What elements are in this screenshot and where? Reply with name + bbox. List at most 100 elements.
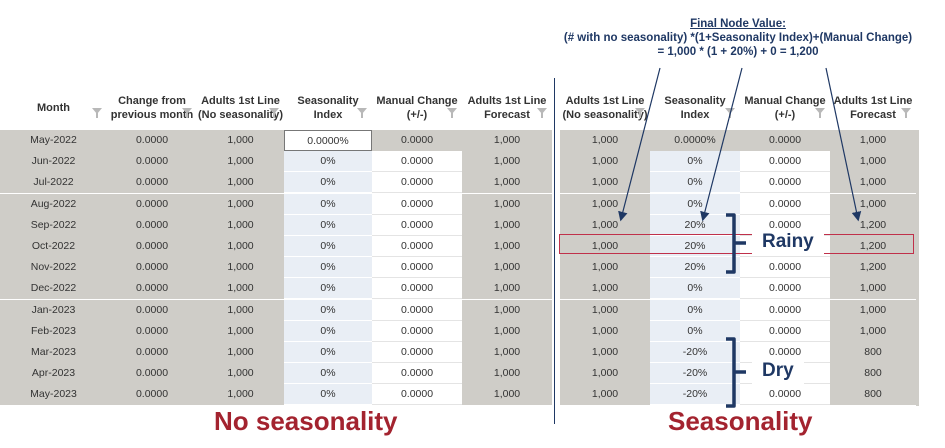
right-cell-r3-c2[interactable]: 0.0000	[740, 193, 830, 215]
right-cell-r6-c2[interactable]: 0.0000	[740, 257, 830, 279]
left-cell-r11-c4[interactable]: 0.0000	[372, 363, 462, 385]
right-cell-r8-c2[interactable]: 0.0000	[740, 299, 830, 321]
left-cell-r4-c0: Sep-2022	[0, 214, 107, 236]
left-cell-r2-c4[interactable]: 0.0000	[372, 172, 462, 194]
right-cell-r2-c1[interactable]: 0%	[650, 172, 740, 194]
left-cell-r5-c3[interactable]: 0%	[284, 236, 372, 257]
left-cell-r12-c0: May-2023	[0, 384, 107, 406]
filter-icon[interactable]	[815, 108, 825, 118]
right-cell-r6-c3: 1,200	[830, 257, 916, 279]
right-header-0[interactable]: Adults 1st Line (No seasonality)	[560, 88, 650, 128]
left-cell-r7-c4[interactable]: 0.0000	[372, 278, 462, 300]
left-cell-r2-c2: 1,000	[197, 172, 284, 194]
right-cell-r3-c1[interactable]: 0%	[650, 193, 740, 215]
seasonality-caption: Seasonality	[668, 406, 813, 436]
left-cell-r9-c5: 1,000	[462, 320, 552, 342]
filter-icon[interactable]	[537, 108, 547, 118]
right-cell-r12-c0: 1,000	[560, 384, 650, 406]
left-cell-r10-c5: 1,000	[462, 342, 552, 363]
filter-icon[interactable]	[269, 108, 279, 118]
left-cell-r1-c3[interactable]: 0%	[284, 151, 372, 173]
dry-bracket	[726, 337, 746, 408]
left-cell-r9-c0: Feb-2023	[0, 320, 107, 342]
left-cell-r12-c4[interactable]: 0.0000	[372, 384, 462, 406]
left-cell-r9-c4[interactable]: 0.0000	[372, 320, 462, 342]
left-cell-r0-c2: 1,000	[197, 130, 284, 151]
left-cell-r5-c5: 1,000	[462, 236, 552, 257]
left-header-5[interactable]: Adults 1st Line Forecast	[462, 88, 552, 128]
filter-icon[interactable]	[92, 108, 102, 118]
right-cell-r9-c1[interactable]: 0%	[650, 320, 740, 342]
filter-icon[interactable]	[901, 108, 911, 118]
left-cell-r10-c3[interactable]: 0%	[284, 342, 372, 363]
right-cell-r5-c1[interactable]: 20%	[650, 236, 740, 257]
left-cell-r1-c4[interactable]: 0.0000	[372, 151, 462, 173]
filter-icon[interactable]	[447, 108, 457, 118]
left-cell-r5-c4[interactable]: 0.0000	[372, 236, 462, 257]
right-cell-r10-c1[interactable]: -20%	[650, 342, 740, 363]
right-cell-r6-c1[interactable]: 20%	[650, 257, 740, 279]
left-cell-r9-c3[interactable]: 0%	[284, 320, 372, 342]
right-cell-r1-c2[interactable]: 0.0000	[740, 151, 830, 173]
left-header-4-line2: (+/-)	[406, 109, 428, 121]
left-cell-r0-c5: 1,000	[462, 130, 552, 151]
right-cell-r4-c1[interactable]: 20%	[650, 214, 740, 236]
left-cell-r3-c1: 0.0000	[107, 193, 197, 215]
left-cell-r12-c1: 0.0000	[107, 384, 197, 406]
right-header-1[interactable]: Seasonality Index	[650, 88, 740, 128]
filter-icon[interactable]	[635, 108, 645, 118]
left-cell-r12-c3[interactable]: 0%	[284, 384, 372, 406]
right-cell-r8-c0: 1,000	[560, 299, 650, 321]
right-cell-r4-c0: 1,000	[560, 214, 650, 236]
left-cell-r10-c4[interactable]: 0.0000	[372, 342, 462, 363]
right-cell-r12-c1[interactable]: -20%	[650, 384, 740, 406]
left-header-0[interactable]: Month	[0, 88, 107, 128]
left-cell-r7-c3[interactable]: 0%	[284, 278, 372, 300]
right-cell-r9-c2[interactable]: 0.0000	[740, 320, 830, 342]
left-header-2[interactable]: Adults 1st Line (No seasonality)	[197, 88, 284, 128]
left-header-1[interactable]: Change from previous month	[107, 88, 197, 128]
left-cell-r6-c3[interactable]: 0%	[284, 257, 372, 279]
right-cell-r8-c1[interactable]: 0%	[650, 299, 740, 321]
right-cell-r12-c2[interactable]: 0.0000	[740, 384, 830, 406]
right-cell-r3-c3: 1,000	[830, 193, 916, 215]
left-cell-r3-c4[interactable]: 0.0000	[372, 193, 462, 215]
left-header-3-line1: Seasonality	[297, 95, 359, 107]
right-header-3[interactable]: Adults 1st Line Forecast	[830, 88, 916, 128]
scroll-stripe	[916, 130, 919, 406]
left-cell-r3-c3[interactable]: 0%	[284, 193, 372, 215]
left-cell-r6-c2: 1,000	[197, 257, 284, 279]
right-cell-r9-c3: 1,000	[830, 320, 916, 342]
left-cell-r0-c3[interactable]: 0.0000%	[284, 130, 372, 151]
left-cell-r5-c1: 0.0000	[107, 236, 197, 257]
filter-icon[interactable]	[357, 108, 367, 118]
left-cell-r4-c4[interactable]: 0.0000	[372, 214, 462, 236]
left-header-2-line1: Adults 1st Line	[201, 95, 280, 107]
left-cell-r10-c1: 0.0000	[107, 342, 197, 363]
left-cell-r7-c2: 1,000	[197, 278, 284, 300]
right-cell-r11-c1[interactable]: -20%	[650, 363, 740, 385]
left-header-2-line2: (No seasonality)	[198, 109, 283, 121]
right-cell-r1-c1[interactable]: 0%	[650, 151, 740, 173]
right-cell-r7-c2[interactable]: 0.0000	[740, 278, 830, 300]
left-cell-r2-c3[interactable]: 0%	[284, 172, 372, 194]
right-header-2[interactable]: Manual Change (+/-)	[740, 88, 830, 128]
left-header-3-line2: Index	[313, 109, 343, 121]
left-cell-r11-c3[interactable]: 0%	[284, 363, 372, 385]
left-cell-r4-c3[interactable]: 0%	[284, 214, 372, 236]
arrow-to-seasonality-index	[700, 67, 743, 222]
left-cell-r8-c3[interactable]: 0%	[284, 299, 372, 321]
left-cell-r1-c5: 1,000	[462, 151, 552, 173]
left-header-3[interactable]: Seasonality Index	[284, 88, 372, 128]
filter-icon[interactable]	[182, 108, 192, 118]
right-cell-r2-c2[interactable]: 0.0000	[740, 172, 830, 194]
left-cell-r2-c1: 0.0000	[107, 172, 197, 194]
left-cell-r6-c4[interactable]: 0.0000	[372, 257, 462, 279]
right-cell-r0-c3: 1,000	[830, 130, 916, 151]
left-cell-r11-c5: 1,000	[462, 363, 552, 385]
right-cell-r7-c1[interactable]: 0%	[650, 278, 740, 300]
left-header-4[interactable]: Manual Change (+/-)	[372, 88, 462, 128]
left-cell-r6-c5: 1,000	[462, 257, 552, 279]
left-cell-r8-c4[interactable]: 0.0000	[372, 299, 462, 321]
left-cell-r12-c2: 1,000	[197, 384, 284, 406]
